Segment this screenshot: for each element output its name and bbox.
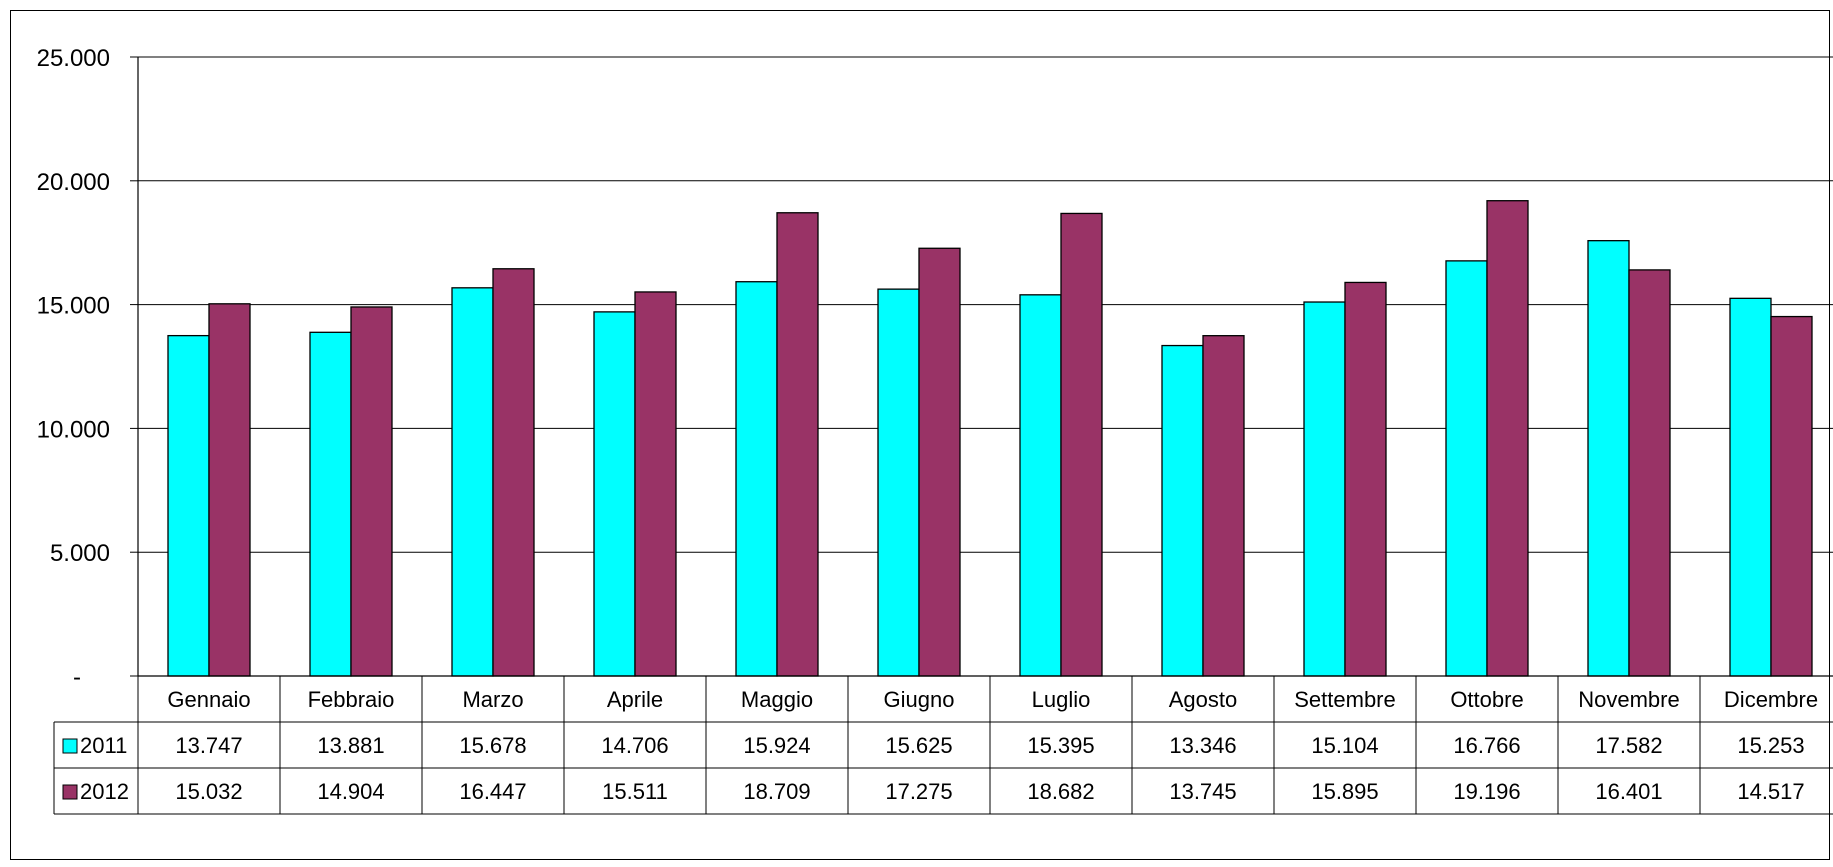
y-tick-label: 15.000 [37,293,110,320]
bar-2011-marzo [451,287,494,677]
data-label: 18.709 [743,779,810,804]
bar-2012-giugno [918,247,961,677]
y-tick-label: 5.000 [50,540,110,567]
bar-2011-gennaio [167,334,210,677]
x-category-label: Gennaio [167,687,250,712]
x-category-label: Maggio [741,687,813,712]
bar-2012-gennaio [208,303,251,677]
bar-2012-novembre [1628,269,1671,677]
bar-2011-aprile [593,311,636,677]
y-tick-label: 20.000 [37,169,110,196]
bar-2011-maggio [735,281,778,677]
x-category-label: Giugno [884,687,955,712]
data-label: 13.747 [175,733,242,758]
x-category-label: Ottobre [1450,687,1523,712]
legend-label-2011: 2011 [80,733,127,758]
data-label: 15.895 [1311,779,1378,804]
bar-2011-giugno [877,288,920,677]
bar-2012-agosto [1202,335,1245,677]
data-label: 16.447 [459,779,526,804]
data-label: 18.682 [1027,779,1094,804]
legend-key-2011 [62,738,78,754]
data-label: 14.904 [317,779,384,804]
bar-2012-maggio [776,212,819,677]
data-label: 13.745 [1169,779,1236,804]
bar-2012-dicembre [1770,315,1813,677]
bar-2011-settembre [1303,301,1346,677]
data-label: 15.032 [175,779,242,804]
bar-2012-ottobre [1486,200,1529,677]
data-label: 15.678 [459,733,526,758]
legend-key-2012 [62,784,78,800]
data-label: 15.511 [602,779,668,804]
x-category-label: Febbraio [308,687,395,712]
x-category-label: Dicembre [1724,687,1818,712]
bar-2012-marzo [492,268,535,677]
bar-2011-ottobre [1445,260,1488,677]
data-label: 16.766 [1453,733,1520,758]
bar-2011-novembre [1587,240,1630,677]
data-label: 15.104 [1311,733,1378,758]
data-label: 15.625 [885,733,952,758]
data-label: 17.582 [1595,733,1662,758]
y-tick-label: 10.000 [37,416,110,443]
data-label: 14.517 [1737,779,1804,804]
bar-2012-settembre [1344,281,1387,677]
y-tick-label: - [73,664,81,691]
x-category-label: Aprile [607,687,663,712]
data-label: 15.924 [743,733,810,758]
data-label: 15.395 [1027,733,1094,758]
bar-2011-agosto [1161,344,1204,677]
bar-2011-febbraio [309,331,352,677]
data-label: 13.881 [317,733,384,758]
bar-2012-luglio [1060,212,1103,677]
bar-2011-luglio [1019,294,1062,677]
x-category-label: Luglio [1032,687,1091,712]
x-category-label: Marzo [462,687,523,712]
x-category-label: Settembre [1294,687,1396,712]
x-category-label: Novembre [1578,687,1679,712]
legend-label-2012: 2012 [80,779,129,804]
bar-2012-aprile [634,291,677,677]
bar-2011-dicembre [1729,297,1772,677]
bar-2012-febbraio [350,306,393,677]
data-label: 14.706 [601,733,668,758]
data-label: 13.346 [1169,733,1236,758]
data-label: 17.275 [885,779,952,804]
data-label: 15.253 [1737,733,1804,758]
data-label: 19.196 [1453,779,1520,804]
x-category-label: Agosto [1169,687,1238,712]
data-label: 16.401 [1595,779,1662,804]
y-tick-label: 25.000 [37,45,110,72]
